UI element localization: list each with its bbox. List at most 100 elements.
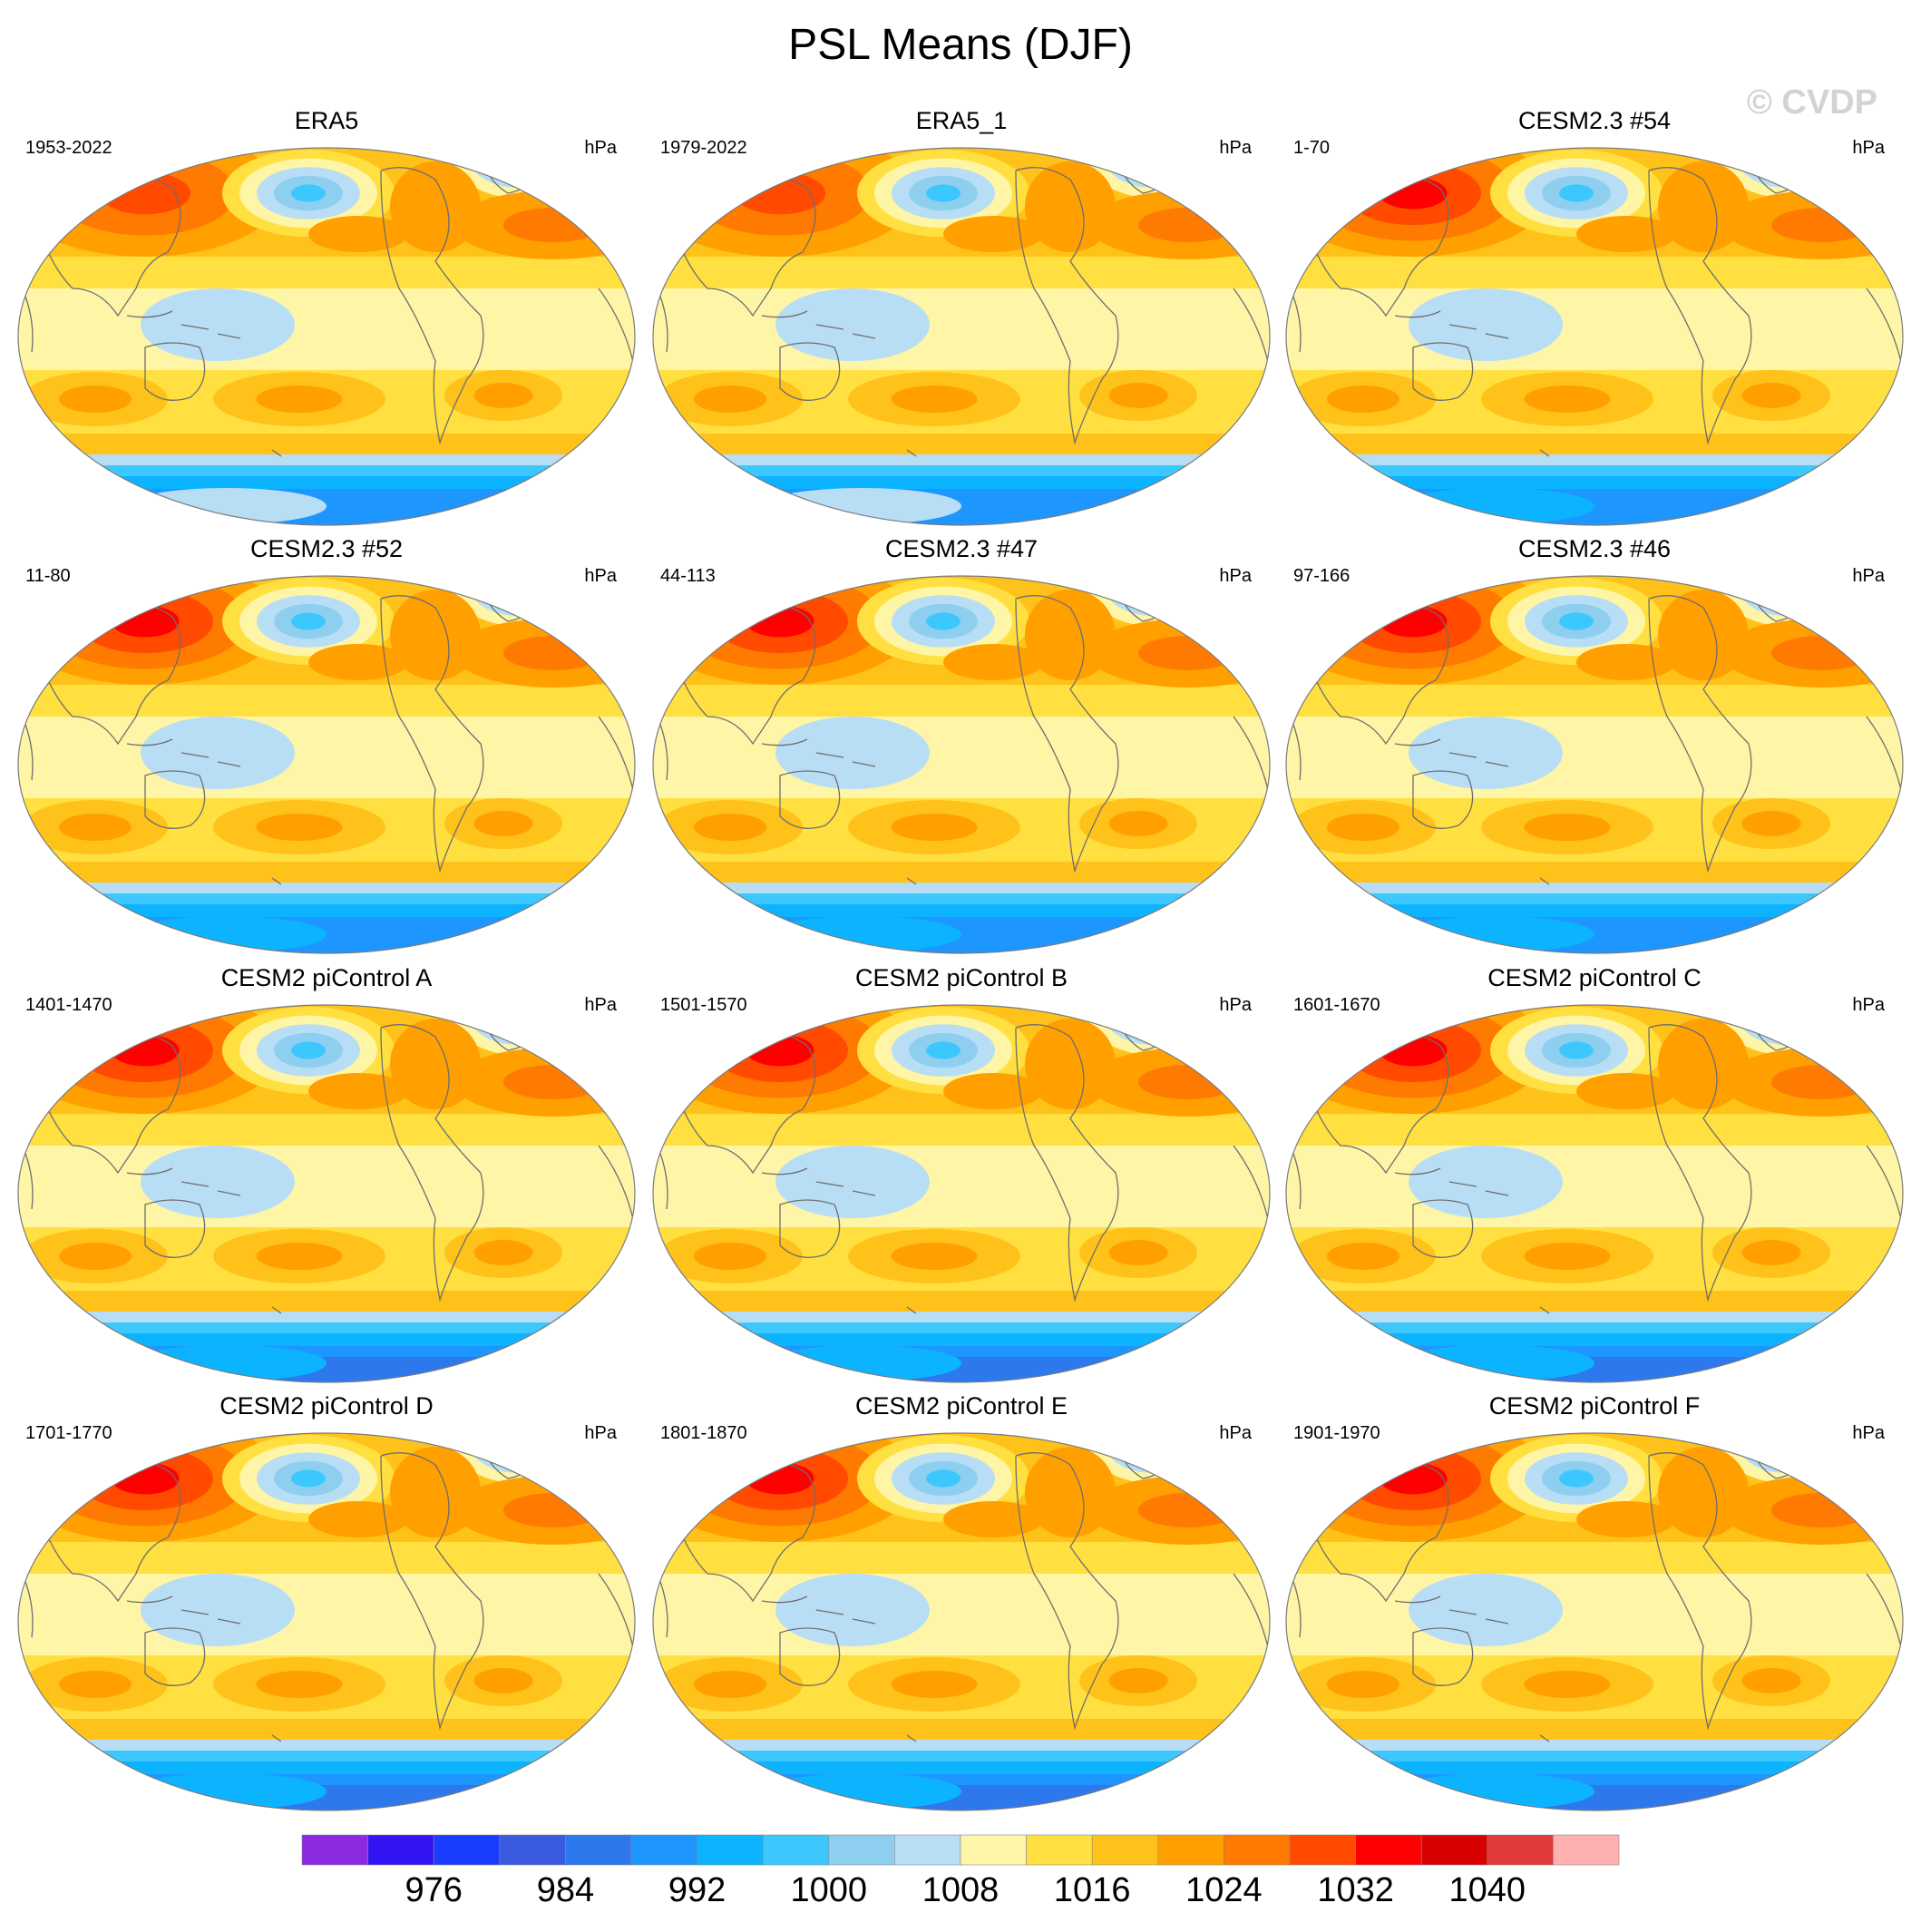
map-field — [1286, 148, 1903, 525]
panel-units-label: hPa — [1852, 995, 1885, 1015]
pressure-band — [1286, 1114, 1903, 1146]
map-panel: CESM2 piControl E 1801-1870 hPa — [644, 1392, 1279, 1819]
colorbar-swatch — [1289, 1834, 1356, 1866]
pressure-band — [1286, 1322, 1903, 1335]
aleutian-low — [291, 184, 326, 202]
map-panel: CESM2.3 #54 1-70 hPa — [1277, 107, 1912, 533]
south-atlantic-high — [1108, 1240, 1168, 1265]
colorbar-swatch — [1091, 1834, 1159, 1866]
pacific-high — [1576, 216, 1676, 252]
panel-units-label: hPa — [1219, 995, 1252, 1015]
south-atlantic-high — [1741, 1240, 1801, 1265]
psl-map — [1285, 575, 1904, 954]
pressure-band — [1286, 1542, 1903, 1574]
aleutian-low — [291, 1469, 326, 1488]
south-indian-high — [59, 814, 132, 841]
pacific-high — [1576, 1073, 1676, 1109]
pressure-band — [653, 1114, 1270, 1146]
south-indian-high — [59, 1243, 132, 1270]
south-indian-high — [694, 814, 766, 841]
pressure-band — [18, 883, 635, 895]
colorbar-swatch — [630, 1834, 697, 1866]
south-indian-high — [59, 385, 132, 413]
south-pacific-high — [1524, 1243, 1611, 1270]
colorbar-swatch — [762, 1834, 830, 1866]
pressure-band — [1286, 717, 1903, 794]
aleutian-low — [1559, 184, 1594, 202]
map-panel: ERA5_1 1979-2022 hPa — [644, 107, 1279, 533]
map-outline — [17, 575, 636, 954]
map-outline — [1285, 1432, 1904, 1811]
map-outline — [17, 1432, 636, 1811]
pressure-band — [1286, 288, 1903, 366]
panel-title: ERA5_1 — [915, 107, 1008, 134]
south-pacific-high — [256, 385, 343, 413]
aleutian-low — [1559, 1469, 1594, 1488]
psl-map — [652, 147, 1271, 526]
pressure-band — [1286, 1574, 1903, 1651]
panel-title: CESM2 piControl D — [219, 1392, 434, 1420]
psl-map — [652, 1432, 1271, 1811]
pressure-band — [653, 1542, 1270, 1574]
pressure-band — [653, 465, 1270, 478]
north-america-high — [1658, 590, 1749, 680]
colorbar-tick-label: 976 — [405, 1871, 462, 1909]
pressure-band — [653, 1761, 1270, 1776]
pressure-band — [653, 904, 1270, 919]
colorbar-tick-label: 992 — [668, 1871, 726, 1909]
pressure-band — [653, 883, 1270, 895]
south-pacific-high — [256, 814, 343, 841]
panel-period-label: 1601-1670 — [1293, 995, 1380, 1015]
south-atlantic-high — [1108, 811, 1168, 836]
colorbar-swatch — [960, 1834, 1027, 1866]
map-panel: CESM2 piControl B 1501-1570 hPa — [644, 964, 1279, 1390]
pressure-band — [1286, 883, 1903, 895]
pacific-high — [308, 1073, 408, 1109]
aleutian-low — [926, 184, 960, 202]
map-field — [18, 576, 635, 953]
pressure-band — [1286, 685, 1903, 717]
south-pacific-high — [1524, 385, 1611, 413]
pressure-band — [1286, 1740, 1903, 1752]
panel-units-label: hPa — [1219, 1423, 1252, 1443]
map-outline — [1285, 575, 1904, 954]
map-panel: CESM2.3 #52 11-80 hPa — [9, 535, 644, 961]
colorbar-swatch — [828, 1834, 895, 1866]
panel-title: CESM2 piControl B — [854, 964, 1068, 991]
pressure-band — [18, 1574, 635, 1651]
map-outline — [652, 147, 1271, 526]
panel-units-label: hPa — [1852, 1423, 1885, 1443]
pressure-band — [653, 1574, 1270, 1651]
psl-map — [652, 575, 1271, 954]
pressure-band — [1286, 904, 1903, 919]
panel-units-label: hPa — [1219, 566, 1252, 586]
pressure-band — [18, 288, 635, 366]
panel-period-label: 97-166 — [1293, 566, 1351, 586]
colorbar-swatch — [1157, 1834, 1224, 1866]
panel-period-label: 1701-1770 — [25, 1423, 112, 1443]
panel-title: ERA5 — [294, 107, 359, 134]
panel-units-label: hPa — [584, 138, 617, 158]
pressure-band — [1286, 1146, 1903, 1223]
colorbar-tick-label: 1016 — [1054, 1871, 1131, 1909]
pressure-band — [1286, 1312, 1903, 1324]
panel-title: CESM2 piControl E — [854, 1392, 1068, 1420]
aleutian-low — [1559, 1041, 1594, 1059]
panel-title: CESM2.3 #52 — [249, 535, 404, 562]
pressure-band — [653, 717, 1270, 794]
panel-period-label: 1953-2022 — [25, 138, 112, 158]
pacific-high — [308, 1501, 408, 1537]
pressure-band — [18, 1146, 635, 1223]
pressure-band — [18, 1740, 635, 1752]
panel-period-label: 1-70 — [1293, 138, 1331, 158]
pressure-band — [653, 893, 1270, 906]
map-panel: CESM2 piControl C 1601-1670 hPa — [1277, 964, 1912, 1390]
aleutian-low — [926, 1469, 960, 1488]
map-panel: CESM2 piControl D 1701-1770 hPa — [9, 1392, 644, 1819]
pressure-band — [1286, 1761, 1903, 1776]
north-america-high — [1658, 1447, 1749, 1537]
pressure-band — [653, 288, 1270, 366]
colorbar-swatch — [697, 1834, 764, 1866]
pacific-high — [943, 216, 1043, 252]
panel-units-label: hPa — [584, 1423, 617, 1443]
